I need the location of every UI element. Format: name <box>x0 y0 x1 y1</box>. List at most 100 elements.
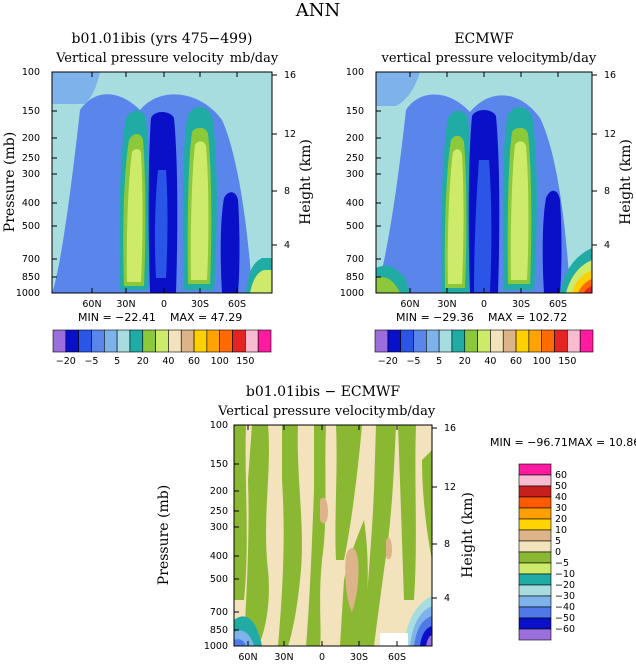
x-tick-label: 60N <box>400 299 419 310</box>
panel-units: mb/day <box>230 51 279 66</box>
figure-title: ANN <box>295 0 341 21</box>
y-axis-label: Pressure (mb) <box>2 132 18 232</box>
contour-field <box>376 72 592 293</box>
colorbar-label: 60 <box>188 356 200 367</box>
panel-reference: ECMWF vertical pressure velocity mb/day <box>340 31 634 367</box>
colorbar-swatch <box>518 507 552 520</box>
colorbar-swatch <box>490 329 504 353</box>
x-tick-label: 0 <box>161 299 167 310</box>
y-tick-label: 850 <box>22 272 40 283</box>
y-tick-label: 700 <box>346 254 364 265</box>
colorbar-label: −30 <box>555 591 575 602</box>
colorbar-swatch <box>518 518 552 531</box>
contour-missing <box>380 633 408 646</box>
y-tick-label: 300 <box>210 522 228 533</box>
colorbar-label: 40 <box>555 492 567 503</box>
y-tick-label: 1000 <box>16 288 40 299</box>
colorbar-label: −50 <box>555 613 575 624</box>
contour-neg <box>364 425 396 646</box>
colorbar-label: −20 <box>56 356 76 367</box>
colorbar-swatch <box>413 329 427 353</box>
y-right-ticks: 16 12 8 4 <box>592 70 616 251</box>
y-right-tick-label: 8 <box>284 186 290 197</box>
contour-pale <box>60 170 94 293</box>
panel-title: b01.01ibis (yrs 475−499) <box>72 31 253 47</box>
colorbar: −20 −5 5 20 40 60 100 150 <box>374 329 594 367</box>
colorbar-swatch <box>168 329 182 353</box>
contour-neg <box>398 425 416 600</box>
colorbar-swatch <box>91 329 105 353</box>
colorbar-swatch <box>387 329 401 353</box>
min-label: MIN = −96.71 <box>490 436 568 449</box>
contour-shade <box>250 270 272 293</box>
contour-neg <box>154 170 168 278</box>
colorbar-swatch <box>52 329 67 353</box>
contour-pale <box>376 72 420 106</box>
panel-title: b01.01ibis − ECMWF <box>246 384 400 400</box>
y-tick-label: 200 <box>346 133 364 144</box>
x-tick-label: 60S <box>549 299 567 310</box>
y-right-tick-label: 12 <box>604 129 616 140</box>
panel-subtitle: Vertical pressure velocity <box>55 51 224 66</box>
colorbar-swatch <box>116 329 131 353</box>
x-ticks: 60N 30N 0 30S 60S <box>400 72 567 310</box>
colorbar-label: 50 <box>555 481 567 492</box>
y-tick-label: 400 <box>210 551 228 562</box>
y-axis-label-right: Height (km) <box>618 139 634 225</box>
colorbar-swatch <box>518 485 552 498</box>
colorbar-swatch <box>425 329 440 353</box>
max-label: MAX = 10.86 <box>568 436 636 449</box>
contour-pale <box>52 72 100 104</box>
x-tick-label: 60N <box>238 652 257 663</box>
colorbar-label: −5 <box>555 558 569 569</box>
y-right-ticks: 16 12 8 4 <box>432 423 456 604</box>
x-tick-label: 60S <box>388 652 406 663</box>
x-tick-label: 0 <box>319 652 325 663</box>
colorbar-label: −40 <box>555 602 575 613</box>
y-right-tick-label: 12 <box>284 129 296 140</box>
panel-difference: b01.01ibis − ECMWF Vertical pressure vel… <box>156 384 636 663</box>
y-ticks: 100 150 200 250 300 400 500 700 850 1000 <box>204 420 239 652</box>
x-ticks: 60N 30N 0 30S 60S <box>238 425 406 663</box>
min-label: MIN = −22.41 <box>78 311 156 324</box>
x-tick-label: 30N <box>437 299 456 310</box>
colorbar-label: 20 <box>459 356 471 367</box>
plot-frame <box>233 424 433 647</box>
colorbar-swatch <box>65 329 79 353</box>
contour-field <box>234 425 432 646</box>
colorbar-swatch <box>518 562 552 575</box>
y-right-tick-label: 4 <box>604 240 610 251</box>
colorbar-swatch <box>502 329 517 353</box>
colorbar-swatch <box>518 551 552 564</box>
contour-pos <box>584 286 592 293</box>
contour-shade <box>447 149 464 284</box>
colorbar-swatch <box>180 329 195 353</box>
y-tick-label: 100 <box>22 67 40 78</box>
colorbar-swatch <box>477 329 491 353</box>
y-tick-label: 250 <box>346 153 364 164</box>
x-tick-label: 60N <box>82 299 101 310</box>
colorbar-swatch <box>400 329 414 353</box>
colorbar-swatch <box>567 329 581 353</box>
colorbar-label: −20 <box>555 580 575 591</box>
x-tick-label: 0 <box>481 299 487 310</box>
x-tick-label: 60S <box>228 299 246 310</box>
colorbar-swatch <box>464 329 478 353</box>
colorbar-swatch <box>518 584 552 597</box>
colorbar-swatch <box>579 329 594 353</box>
colorbar-label: 60 <box>555 470 567 481</box>
y-tick-label: 850 <box>346 272 364 283</box>
colorbar-swatch <box>518 595 552 608</box>
contour-pos <box>345 548 359 612</box>
x-tick-label: 30N <box>274 652 293 663</box>
colorbar-swatch <box>518 628 552 641</box>
colorbar-label: 10 <box>555 525 567 536</box>
y-ticks: 100 150 200 250 300 400 500 700 850 1000 <box>16 67 57 299</box>
y-tick-label: 400 <box>22 198 40 209</box>
colorbar-swatch <box>193 329 208 353</box>
y-axis-label: Pressure (mb) <box>156 485 172 585</box>
colorbar-label: 150 <box>558 356 576 367</box>
y-right-tick-label: 16 <box>444 423 456 434</box>
y-tick-label: 100 <box>346 67 364 78</box>
contour-neg <box>422 450 432 560</box>
